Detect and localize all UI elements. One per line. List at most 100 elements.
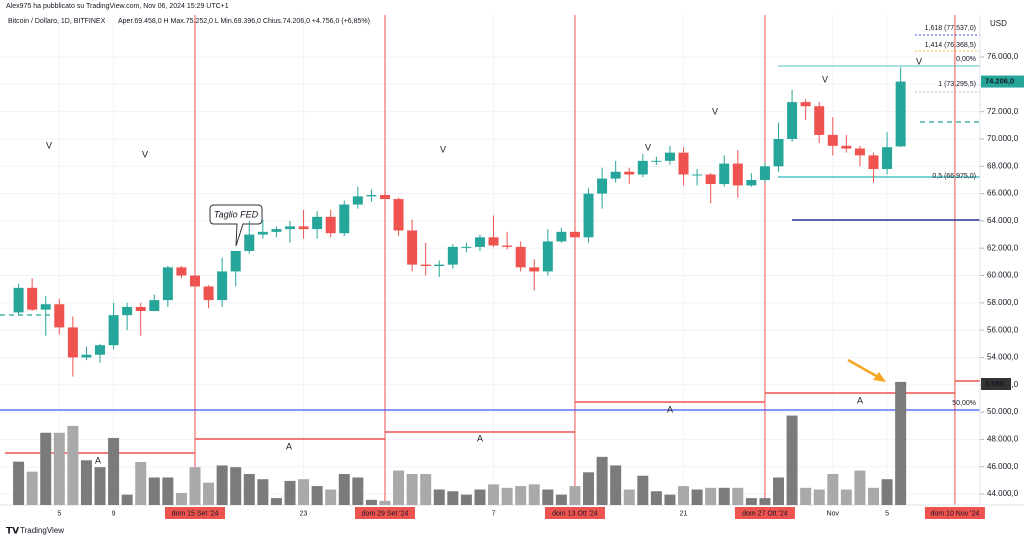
candle-body: [746, 179, 757, 186]
volume-label: 3,58K: [985, 379, 1006, 388]
volume-bar: [868, 487, 879, 505]
volume-bar: [393, 470, 405, 505]
volume-bar: [596, 456, 608, 505]
volume-bar: [67, 425, 79, 505]
marker-v: V: [916, 56, 922, 66]
candle-body: [13, 287, 24, 313]
candle-body: [176, 267, 187, 276]
x-tick-label: dom 29 Set '24: [362, 510, 409, 517]
candle-body: [868, 155, 879, 170]
volume-bar: [216, 465, 228, 505]
candle-body: [257, 231, 268, 235]
candle-body: [502, 245, 513, 247]
callout-text: Taglio FED: [214, 209, 259, 219]
candle-body: [40, 304, 51, 310]
volume-bar: [148, 477, 160, 505]
candle-body: [339, 204, 350, 234]
x-tick-label: 21: [680, 510, 688, 517]
publisher: Alex975 ha pubblicato su TradingView.com…: [6, 3, 229, 10]
volume-bar: [135, 462, 147, 505]
volume-bar: [800, 487, 812, 505]
candle-body: [583, 193, 594, 238]
volume-bar: [664, 494, 676, 505]
volume-bar: [243, 474, 255, 505]
candle-body: [895, 81, 906, 147]
volume: [13, 381, 907, 505]
candle-body: [692, 174, 703, 176]
candle-body: [325, 216, 336, 234]
volume-bar: [230, 467, 242, 505]
fib-label: 0,00%: [956, 56, 976, 63]
y-tick-label: 56.000,0: [987, 325, 1019, 334]
y-tick-label: 76.000,0: [987, 52, 1019, 61]
candle-body: [841, 145, 852, 149]
candles: [13, 67, 906, 377]
candle-body: [827, 134, 838, 146]
marker-v: V: [440, 144, 446, 154]
candle-body: [732, 163, 743, 186]
y-tick-label: 44.000,0: [987, 489, 1019, 498]
y-tick-label: 54.000,0: [987, 353, 1019, 362]
candle-body: [651, 160, 662, 162]
volume-bar: [691, 489, 703, 505]
volume-bar: [270, 498, 282, 505]
x-tick-label: 5: [57, 510, 61, 517]
volume-bar: [94, 467, 106, 505]
candle-body: [542, 241, 553, 272]
y-tick-label: 46.000,0: [987, 462, 1019, 471]
marker-v: V: [712, 106, 718, 116]
volume-bar: [610, 465, 622, 505]
callout: [209, 204, 263, 247]
x-tick-label: 23: [300, 510, 308, 517]
volume-bar: [379, 500, 391, 505]
y-tick-label: 64.000,0: [987, 216, 1019, 225]
volume-bar: [203, 482, 215, 505]
volume-bar: [650, 491, 662, 505]
candle-body: [597, 178, 608, 194]
marker-v: V: [142, 149, 148, 159]
session-label-bg: [354, 507, 415, 519]
candle-body: [569, 231, 580, 238]
candle-body: [135, 306, 146, 312]
candle-body: [190, 275, 200, 287]
candle-body: [217, 271, 228, 301]
candle-body: [624, 171, 635, 175]
volume-bar: [447, 491, 459, 505]
candle-body: [854, 148, 865, 156]
candle-body: [203, 286, 214, 301]
candle-body: [610, 171, 621, 179]
session-label-bg: [544, 507, 605, 519]
x-tick-label: dom 15 Set '24: [172, 510, 219, 517]
volume-bar: [895, 381, 907, 505]
candle-body: [637, 160, 648, 175]
candle-body: [54, 304, 65, 328]
volume-bar: [732, 487, 744, 505]
y-tick-label: 68.000,0: [987, 161, 1019, 170]
logo: TradingView: [20, 526, 64, 535]
volume-bar: [311, 486, 323, 505]
x-tick-label: dom 13 Ott '24: [552, 510, 598, 517]
volume-bar: [474, 489, 486, 505]
y-tick-label: 70.000,0: [987, 134, 1019, 143]
candle-body: [447, 246, 458, 265]
x-tick-label: Nov: [827, 510, 840, 517]
fib-label: 1,414 (76.368,5): [925, 42, 976, 49]
candle-body: [244, 234, 255, 251]
marker-a: A: [95, 455, 101, 465]
volume-bar: [338, 474, 350, 505]
y-tick-label: 72.000,0: [987, 107, 1019, 116]
volume-bar: [175, 492, 187, 505]
volume-bar: [284, 480, 296, 505]
fib-label: 0,5 (66.975,0): [932, 173, 976, 180]
x-tick-label: 9: [112, 510, 116, 517]
candle-body: [352, 196, 363, 205]
marker-v: V: [46, 140, 52, 150]
arrow: [847, 358, 881, 380]
candle-body: [678, 152, 689, 175]
volume-bar: [365, 499, 377, 505]
volume-bar: [542, 489, 554, 505]
y-tick-label: 50.000,0: [987, 407, 1019, 416]
marker-a: A: [857, 395, 863, 405]
candle-body: [230, 250, 241, 272]
